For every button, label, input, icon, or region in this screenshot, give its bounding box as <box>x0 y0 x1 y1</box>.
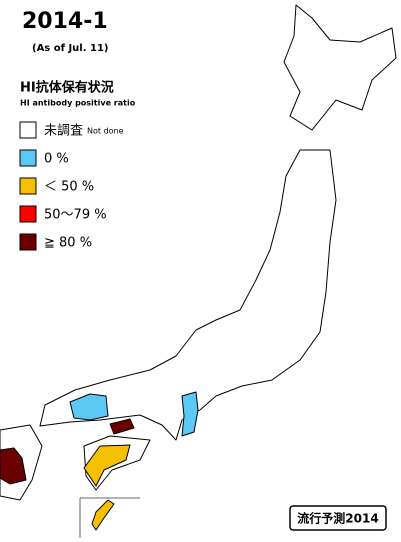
mie <box>181 391 199 437</box>
hyogo-okayama <box>69 393 109 421</box>
footer-box <box>289 505 387 531</box>
legend-swatch <box>19 121 37 139</box>
legend-swatch <box>19 149 37 167</box>
legend-swatch <box>19 177 37 195</box>
legend-sublabel: Not done <box>87 127 124 136</box>
hokkaido <box>283 4 397 131</box>
legend-subheading: HI antibody positive ratio <box>20 99 136 108</box>
legend-label: 0 % <box>44 152 69 167</box>
kochi <box>83 444 131 487</box>
legend-label: 未調査 <box>44 124 83 139</box>
legend-label: ≧ 80 % <box>44 236 92 251</box>
legend-label: 50～79 % <box>44 208 107 223</box>
legend-swatch <box>19 233 37 251</box>
title: 2014-1 <box>22 9 108 34</box>
okinawa <box>91 499 115 531</box>
japan-map <box>0 4 397 538</box>
legend-label: ＜ 50 % <box>44 180 94 195</box>
honshu <box>39 149 337 441</box>
nagasaki-saga <box>0 447 27 485</box>
legend: 未調査 Not done 0 % ＜ 50 % 50～79 % ≧ 80 % <box>19 121 124 251</box>
legend-swatch <box>19 205 37 223</box>
legend-heading: HI抗体保有状況 <box>20 80 114 96</box>
subtitle: (As of Jul. 11) <box>32 43 108 54</box>
kagawa <box>109 418 135 435</box>
footer-label: 流行予測2014 <box>297 511 378 526</box>
